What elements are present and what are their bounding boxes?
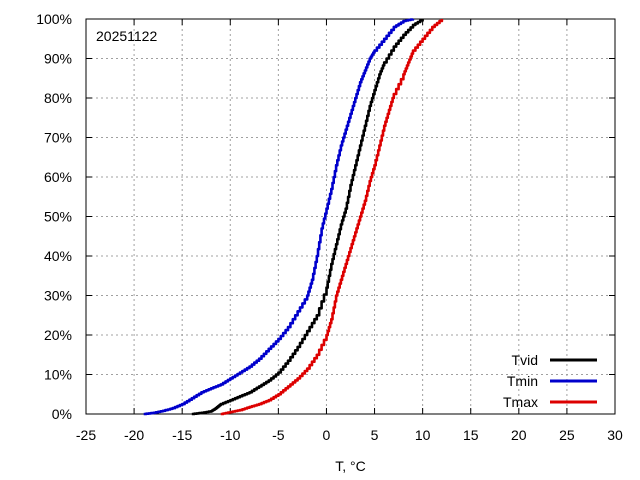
x-tick-label: 30 — [607, 427, 623, 443]
ticks: -25 -20 -15 -10 -5 0 5 10 15 20 25 30 0% 10% 20% 30% 40%… — [36, 11, 623, 443]
x-tick-label: 0 — [323, 427, 331, 443]
y-tick-label: 40% — [44, 248, 72, 264]
x-tick-label: 15 — [463, 427, 479, 443]
y-tick-label: 30% — [44, 288, 72, 304]
x-tick-label: -25 — [76, 427, 96, 443]
series-lines — [143, 18, 444, 416]
x-tick-label: 25 — [559, 427, 575, 443]
x-tick-label: 5 — [371, 427, 379, 443]
x-tick-label: -15 — [172, 427, 192, 443]
x-tick-label: -5 — [272, 427, 285, 443]
legend: Tvid Tmin Tmax — [503, 352, 597, 410]
chart-annotation: 20251122 — [96, 28, 157, 44]
y-tick-label: 80% — [44, 90, 72, 106]
legend-label-tvid: Tvid — [512, 352, 538, 368]
y-tick-label: 0% — [52, 406, 72, 422]
x-axis-label: T, °C — [335, 458, 366, 474]
y-tick-label: 20% — [44, 327, 72, 343]
y-tick-label: 70% — [44, 130, 72, 146]
grid — [86, 19, 615, 414]
x-tick-label: -10 — [220, 427, 240, 443]
y-tick-label: 50% — [44, 209, 72, 225]
y-tick-label: 10% — [44, 367, 72, 383]
series-line-tmin — [143, 18, 415, 416]
x-tick-label: -20 — [124, 427, 144, 443]
x-tick-label: 10 — [415, 427, 431, 443]
y-tick-label: 90% — [44, 51, 72, 67]
series-line-tmax — [220, 19, 444, 416]
x-tick-label: 20 — [511, 427, 527, 443]
legend-label-tmin: Tmin — [507, 373, 538, 389]
y-tick-label: 100% — [36, 11, 72, 27]
y-tick-label: 60% — [44, 169, 72, 185]
legend-label-tmax: Tmax — [503, 394, 538, 410]
series-line-tvid — [191, 19, 424, 416]
